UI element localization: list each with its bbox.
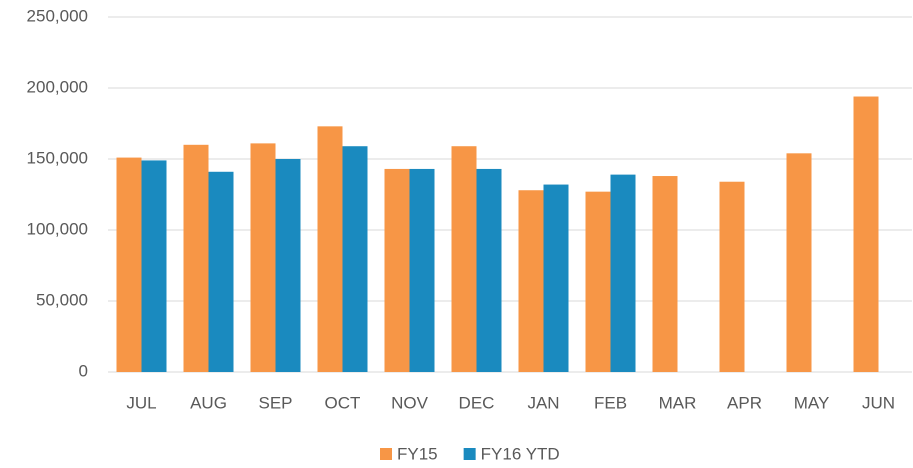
bar [610, 174, 636, 372]
bar [853, 96, 879, 373]
x-tick-label: OCT [325, 393, 361, 412]
bar [183, 144, 209, 372]
bar [543, 184, 569, 372]
bar [719, 181, 745, 372]
y-tick-label: 150,000 [27, 148, 88, 167]
x-tick-label: APR [727, 393, 762, 412]
bar [409, 168, 435, 372]
legend-swatch [380, 448, 392, 460]
x-tick-label: MAR [659, 393, 697, 412]
bar [208, 171, 234, 372]
legend-label: FY15 [397, 444, 438, 463]
bar [476, 168, 502, 372]
legend-label: FY16 YTD [481, 444, 560, 463]
bar [786, 153, 812, 372]
x-tick-label: DEC [459, 393, 495, 412]
x-tick-label: SEP [258, 393, 292, 412]
x-tick-label: MAY [794, 393, 830, 412]
bar [585, 191, 611, 372]
x-tick-label: NOV [391, 393, 429, 412]
bar [141, 160, 167, 372]
bar [116, 157, 142, 372]
bar [250, 143, 276, 372]
y-tick-label: 100,000 [27, 219, 88, 238]
x-tick-label: AUG [190, 393, 227, 412]
bar [342, 146, 368, 372]
bar [275, 159, 301, 372]
y-tick-label: 0 [79, 361, 88, 380]
y-tick-label: 250,000 [27, 6, 88, 25]
bar [518, 190, 544, 372]
x-tick-label: JUL [126, 393, 156, 412]
x-tick-label: FEB [594, 393, 627, 412]
y-tick-label: 50,000 [36, 290, 88, 309]
bar [384, 168, 410, 372]
x-tick-label: JAN [527, 393, 559, 412]
y-tick-label: 200,000 [27, 77, 88, 96]
x-tick-label: JUN [862, 393, 895, 412]
legend-swatch [463, 448, 476, 460]
bar [317, 126, 343, 372]
bar [652, 176, 678, 372]
bar [451, 146, 477, 372]
